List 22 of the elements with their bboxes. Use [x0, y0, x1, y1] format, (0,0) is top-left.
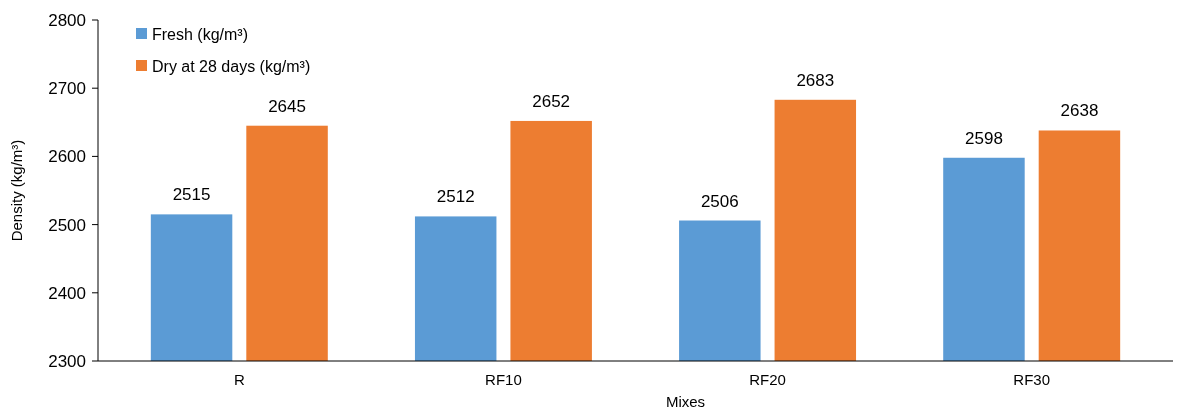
x-axis-title: Mixes [665, 393, 706, 410]
x-tick-label: RF30 [1013, 371, 1051, 388]
data-label: 2506 [700, 191, 739, 211]
x-tick-label: RF20 [749, 371, 786, 388]
data-label: 2515 [172, 185, 211, 205]
y-tick-label: 2700 [48, 79, 86, 99]
data-label: 2652 [532, 91, 571, 111]
y-tick-label: 2400 [48, 283, 86, 303]
y-tick-label: 2800 [48, 10, 86, 30]
data-label: 2512 [436, 187, 475, 207]
x-tick-label: RF10 [485, 371, 522, 388]
y-axis-title: Density (kg/m³) [8, 139, 25, 242]
legend-label: Fresh (kg/m³) [152, 25, 248, 43]
data-label: 2598 [965, 128, 1003, 148]
y-tick-label: 2600 [48, 147, 86, 167]
data-label: 2645 [268, 96, 306, 116]
y-tick-label: 2500 [48, 215, 86, 235]
legend-label: Dry at 28 days (kg/m³) [152, 57, 311, 75]
x-tick-label: R [233, 371, 245, 388]
data-label: 2638 [1060, 101, 1099, 121]
y-tick-label: 2300 [48, 351, 86, 371]
data-label: 2683 [796, 70, 835, 90]
